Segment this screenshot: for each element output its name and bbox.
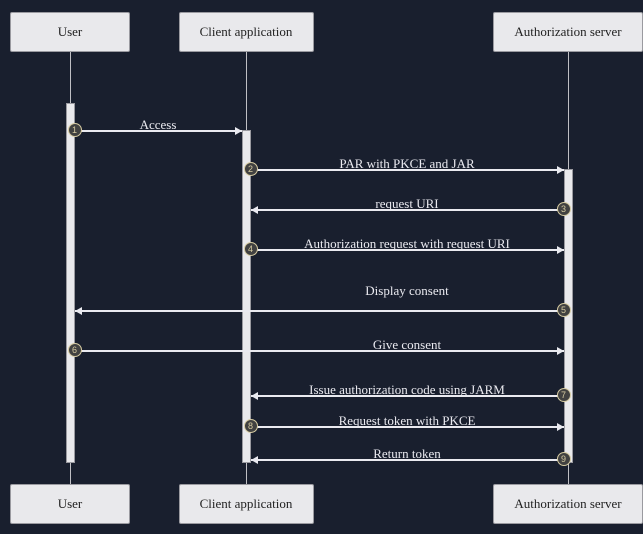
actor-bottom-user: User: [10, 484, 130, 524]
message-line-2: [251, 169, 564, 171]
message-line-9: [251, 459, 564, 461]
message-line-8: [251, 426, 564, 428]
seq-badge-6: 6: [68, 343, 82, 357]
seq-badge-5: 5: [557, 303, 571, 317]
activation-user: [66, 103, 75, 463]
arrowhead-6: [557, 347, 564, 355]
message-line-7: [251, 395, 564, 397]
message-line-3: [251, 209, 564, 211]
message-line-4: [251, 249, 564, 251]
seq-badge-9: 9: [557, 452, 571, 466]
activation-client: [242, 130, 251, 463]
actor-top-user: User: [10, 12, 130, 52]
message-line-6: [75, 350, 564, 352]
arrowhead-3: [251, 206, 258, 214]
actor-bottom-client: Client application: [179, 484, 314, 524]
sequence-diagram: User Client application Authorization serv…: [0, 0, 643, 534]
seq-badge-2: 2: [244, 162, 258, 176]
seq-badge-3: 3: [557, 202, 571, 216]
actor-top-auth: Authorization server: [493, 12, 643, 52]
seq-badge-4: 4: [244, 242, 258, 256]
seq-badge-8: 8: [244, 419, 258, 433]
arrowhead-5: [75, 307, 82, 315]
arrowhead-7: [251, 392, 258, 400]
seq-badge-1: 1: [68, 123, 82, 137]
message-line-5: [75, 310, 564, 312]
arrowhead-9: [251, 456, 258, 464]
arrowhead-2: [557, 166, 564, 174]
actor-top-client: Client application: [179, 12, 314, 52]
actor-bottom-auth: Authorization server: [493, 484, 643, 524]
arrowhead-4: [557, 246, 564, 254]
arrowhead-8: [557, 423, 564, 431]
message-label-5: Display consent: [365, 283, 448, 299]
arrowhead-1: [235, 127, 242, 135]
message-line-1: [75, 130, 242, 132]
seq-badge-7: 7: [557, 388, 571, 402]
